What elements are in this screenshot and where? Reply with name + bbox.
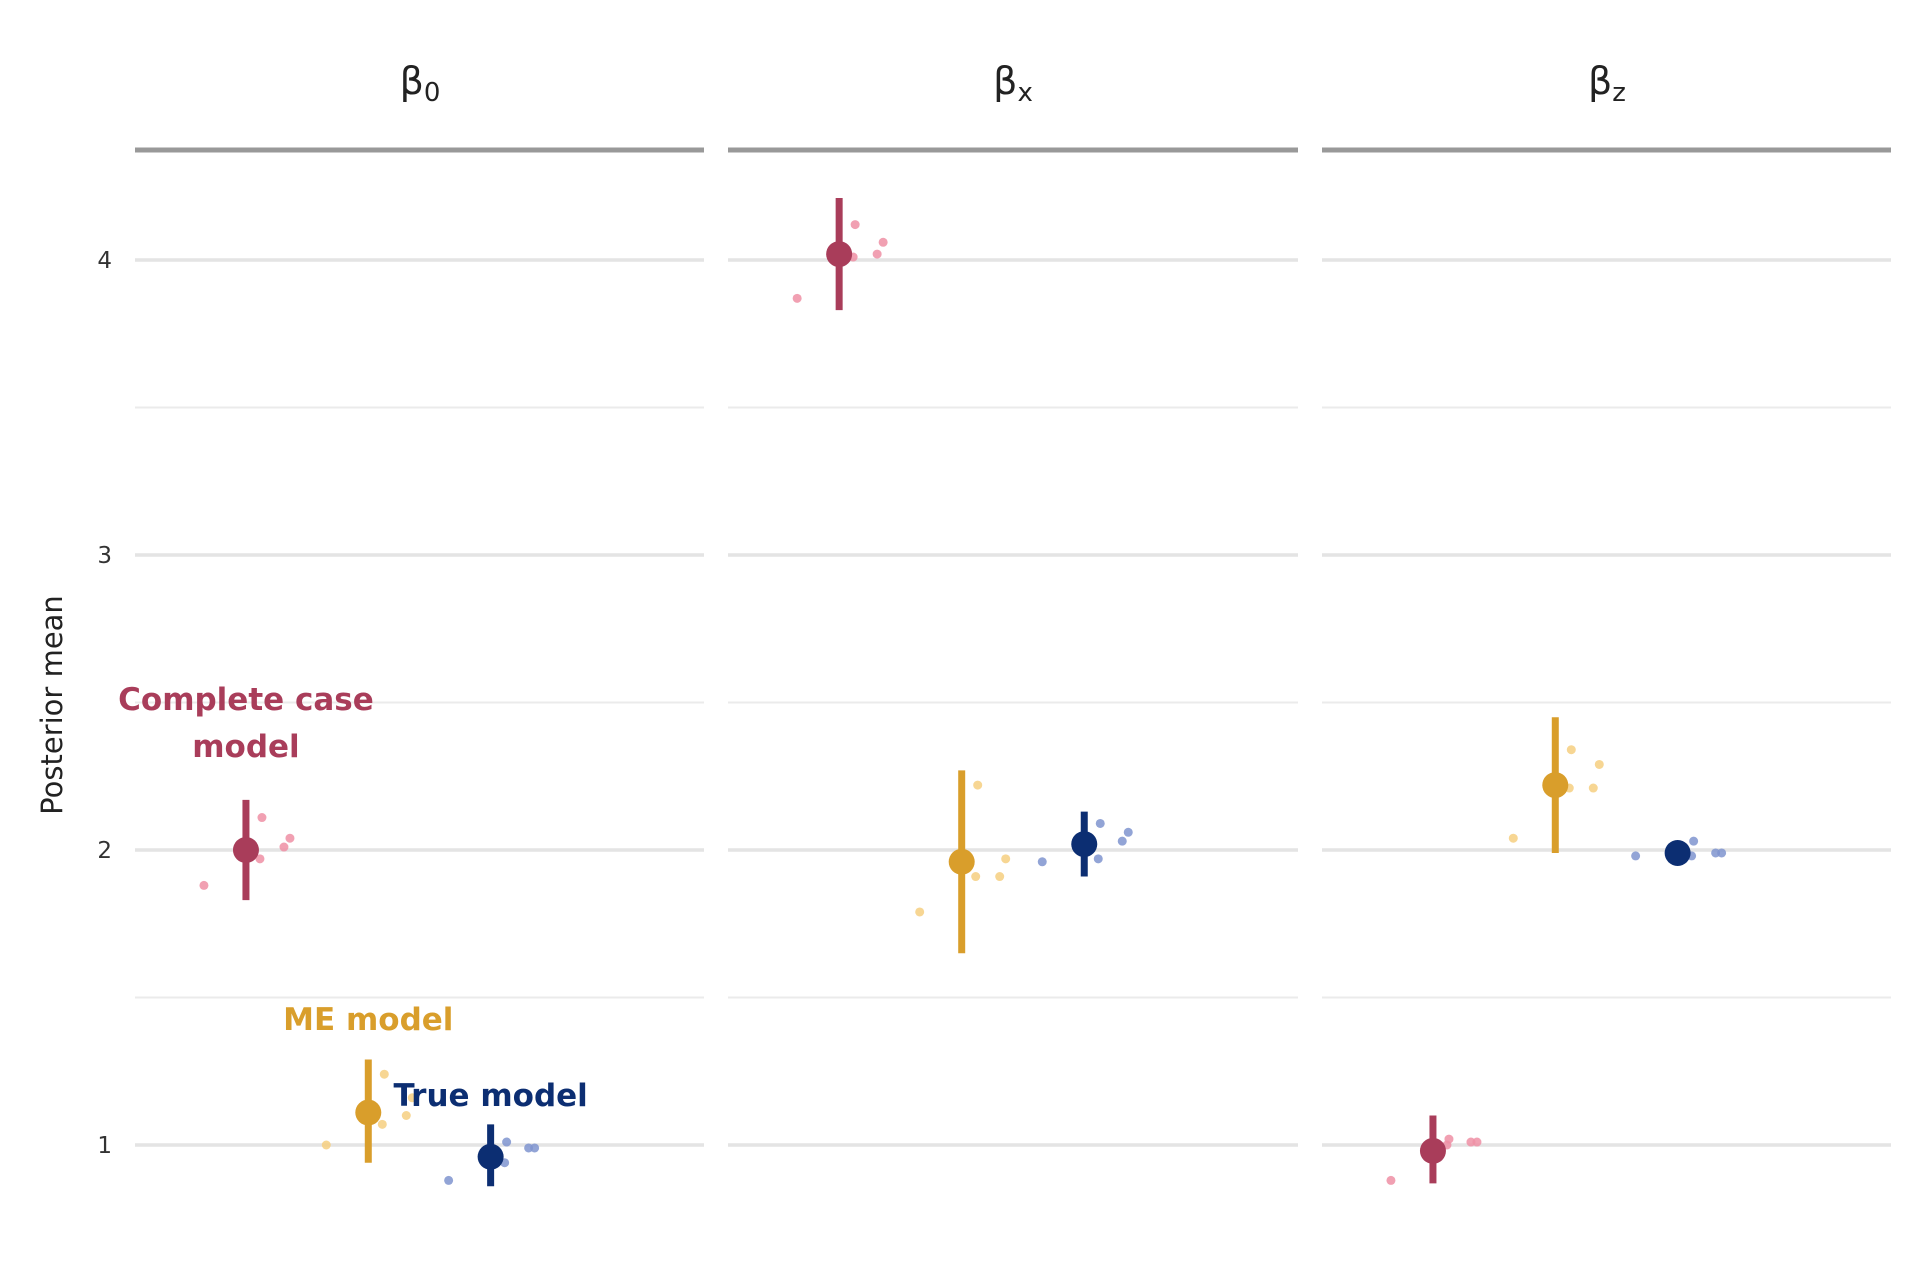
run-point-true — [502, 1137, 512, 1147]
annotation-complete-case: Complete case model — [118, 682, 374, 765]
run-point-me — [1566, 745, 1576, 755]
run-point-me — [1594, 759, 1604, 769]
mean-point-me — [355, 1099, 382, 1126]
run-point-true — [1095, 818, 1105, 828]
run-points — [199, 220, 1727, 1185]
y-tick-label: 4 — [97, 248, 112, 274]
run-point-me — [915, 907, 925, 917]
gridlines — [135, 258, 1891, 1147]
run-point-me — [401, 1111, 411, 1120]
run-point-me — [407, 1093, 417, 1103]
run-point-true — [1117, 836, 1127, 846]
annotation-line: ME model — [283, 1002, 453, 1038]
annotation-line: True model — [393, 1078, 587, 1114]
mean-point-me — [948, 848, 975, 875]
y-axis-title: Posterior mean — [35, 595, 69, 815]
mean-point-complete-case — [232, 837, 259, 863]
run-point-me — [377, 1119, 387, 1129]
run-point-true — [1717, 848, 1727, 858]
run-point-me — [995, 872, 1005, 882]
run-point-complete-case — [1444, 1134, 1454, 1144]
mean-point-true — [477, 1143, 504, 1170]
run-point-complete-case — [279, 842, 289, 852]
facet-title-beta-z: βz — [1588, 59, 1626, 108]
annotation-line: model — [192, 729, 299, 765]
facet-titles: β0 βx βz — [400, 59, 1626, 108]
run-point-me — [1001, 854, 1011, 864]
run-point-true — [1631, 851, 1641, 861]
run-point-me — [973, 780, 983, 790]
mean-point-me — [1542, 772, 1569, 799]
run-point-true — [1123, 827, 1133, 837]
run-point-true — [1689, 836, 1699, 846]
run-point-complete-case — [878, 237, 888, 247]
run-point-complete-case — [1386, 1175, 1396, 1185]
y-tick-label: 3 — [97, 543, 112, 569]
run-point-me — [379, 1069, 389, 1079]
run-point-me — [1508, 833, 1518, 843]
y-tick-label: 1 — [97, 1133, 112, 1159]
run-point-complete-case — [285, 833, 295, 843]
run-point-complete-case — [1472, 1137, 1482, 1147]
run-point-true — [530, 1143, 540, 1153]
run-point-complete-case — [850, 220, 860, 230]
y-tick-label: 2 — [97, 838, 112, 864]
run-point-complete-case — [199, 880, 209, 890]
summary-marks — [232, 198, 1691, 1187]
run-point-true — [1093, 854, 1103, 864]
series-annotations: Complete case model ME model True model — [118, 682, 588, 1114]
run-point-complete-case — [792, 293, 802, 303]
run-point-me — [971, 872, 981, 882]
facet-title-beta-x: βx — [993, 59, 1033, 108]
run-point-me — [1588, 783, 1598, 793]
annotation-true: True model — [393, 1078, 587, 1114]
y-tick-labels: 1 2 3 4 — [97, 248, 112, 1159]
run-point-true — [444, 1175, 454, 1185]
run-point-complete-case — [872, 249, 882, 259]
annotation-line: Complete case — [118, 682, 374, 718]
run-point-complete-case — [257, 813, 267, 823]
mean-point-complete-case — [826, 241, 853, 268]
mean-point-complete-case — [1419, 1137, 1446, 1164]
mean-point-true — [1071, 831, 1098, 858]
run-point-true — [1037, 857, 1047, 867]
run-point-complete-case — [255, 854, 265, 864]
annotation-me: ME model — [283, 1002, 453, 1038]
facet-title-beta-0: β0 — [400, 59, 441, 108]
run-point-me — [321, 1140, 331, 1150]
mean-point-true — [1664, 839, 1691, 866]
